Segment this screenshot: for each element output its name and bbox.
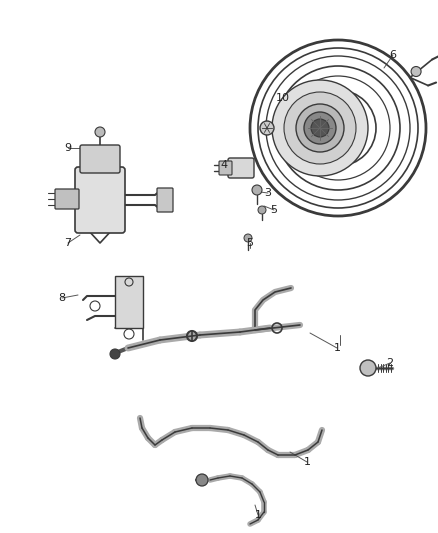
FancyBboxPatch shape bbox=[228, 158, 254, 178]
Circle shape bbox=[360, 360, 376, 376]
Text: 6: 6 bbox=[389, 50, 396, 60]
Circle shape bbox=[244, 234, 252, 242]
Circle shape bbox=[110, 349, 120, 359]
Circle shape bbox=[260, 121, 274, 135]
FancyBboxPatch shape bbox=[80, 145, 120, 173]
Text: 10: 10 bbox=[276, 93, 290, 103]
FancyBboxPatch shape bbox=[75, 167, 125, 233]
Text: 5: 5 bbox=[247, 238, 254, 248]
FancyBboxPatch shape bbox=[219, 161, 232, 175]
Text: 1: 1 bbox=[254, 510, 261, 520]
Text: 7: 7 bbox=[64, 238, 71, 248]
Text: 2: 2 bbox=[386, 358, 394, 368]
Circle shape bbox=[304, 112, 336, 144]
FancyBboxPatch shape bbox=[55, 189, 79, 209]
Text: 5: 5 bbox=[271, 205, 278, 215]
Circle shape bbox=[196, 474, 208, 486]
Circle shape bbox=[258, 206, 266, 214]
FancyBboxPatch shape bbox=[157, 188, 173, 212]
Circle shape bbox=[411, 67, 421, 77]
Circle shape bbox=[284, 92, 356, 164]
FancyBboxPatch shape bbox=[115, 276, 143, 328]
Circle shape bbox=[311, 119, 329, 137]
Circle shape bbox=[296, 104, 344, 152]
Text: 1: 1 bbox=[304, 457, 311, 467]
Text: 8: 8 bbox=[58, 293, 66, 303]
Text: 9: 9 bbox=[64, 143, 71, 153]
Text: 1: 1 bbox=[333, 343, 340, 353]
Text: 4: 4 bbox=[220, 160, 228, 170]
Circle shape bbox=[252, 185, 262, 195]
Circle shape bbox=[95, 127, 105, 137]
Circle shape bbox=[272, 80, 368, 176]
Text: 3: 3 bbox=[265, 188, 272, 198]
